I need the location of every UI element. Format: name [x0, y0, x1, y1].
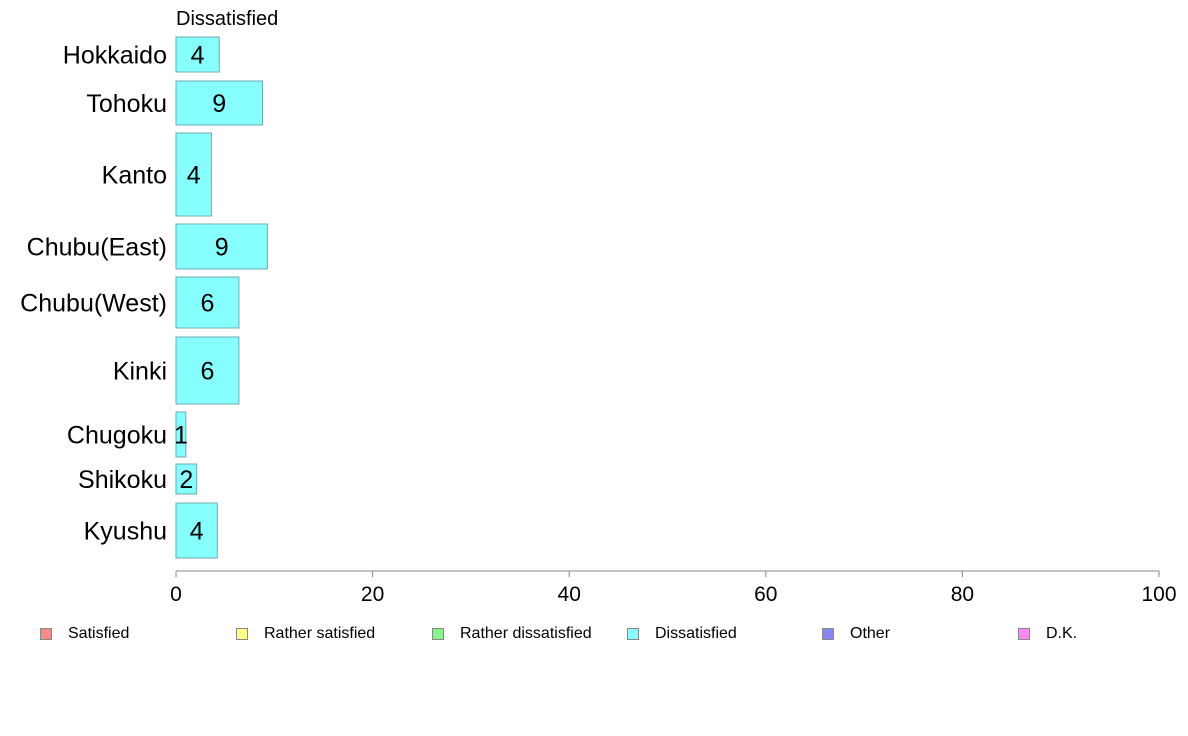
- legend-swatch: [236, 628, 248, 640]
- legend-swatch: [627, 628, 639, 640]
- category-label: Chubu(West): [20, 290, 167, 318]
- data-label: 6: [201, 290, 215, 318]
- data-label: 1: [174, 422, 188, 450]
- bars-layer: 4 Hokkaido 9 Tohoku 4 Kanto 9 Chubu(East) 6 Chubu…: [20, 36, 268, 559]
- category-label: Kinki: [113, 358, 167, 386]
- category-label: Kanto: [102, 162, 167, 190]
- category-label: Hokkaido: [63, 42, 167, 70]
- legend-swatch: [40, 628, 52, 640]
- bar-chubu-east: [175, 223, 268, 270]
- bar-chubu-west: [175, 276, 240, 329]
- category-label: Tohoku: [86, 90, 167, 118]
- legend-label: Rather dissatisfied: [460, 625, 592, 642]
- legend-label: Rather satisfied: [264, 625, 376, 642]
- data-label: 4: [191, 42, 205, 70]
- legend-label: Satisfied: [68, 625, 130, 642]
- bar-kinki: [175, 336, 240, 405]
- data-label: 2: [179, 466, 193, 494]
- legend-item: Dissatisfied: [627, 622, 737, 646]
- legend-item: Rather satisfied: [236, 622, 375, 646]
- data-label: 9: [215, 234, 229, 262]
- legend-swatch: [1018, 628, 1030, 640]
- bar-hokkaido: [175, 36, 220, 73]
- category-label: Shikoku: [78, 466, 167, 494]
- data-label: 4: [187, 162, 201, 190]
- data-label: 9: [212, 90, 226, 118]
- legend-item: Satisfied: [40, 622, 129, 646]
- category-label: Chugoku: [67, 422, 167, 450]
- x-tick-label: 80: [951, 583, 974, 606]
- bar-shikoku: [175, 463, 198, 495]
- bar-chugoku: [175, 411, 187, 458]
- legend-swatch: [432, 628, 444, 640]
- legend: Satisfied Rather satisfied Rather dissatis…: [0, 622, 1188, 646]
- legend-swatch: [822, 628, 834, 640]
- legend-label: D.K.: [1046, 625, 1078, 642]
- category-label: Kyushu: [84, 518, 167, 546]
- legend-label: Other: [850, 625, 891, 642]
- legend-item: Other: [822, 622, 890, 646]
- x-tick-label: 60: [754, 583, 777, 606]
- bar-kanto: [175, 132, 212, 217]
- bar-chart: Dissatisfied 4 Hokkaido 9 Tohoku 4 Kanto 9 Chub…: [20, 8, 1177, 606]
- bar-kyushu: [175, 502, 218, 559]
- bar-tohoku: [175, 80, 264, 126]
- legend-label: Dissatisfied: [655, 625, 737, 642]
- x-tick-label: 20: [361, 583, 384, 606]
- x-tick-label: 100: [1141, 583, 1176, 606]
- data-label: 4: [190, 518, 204, 546]
- data-label: 6: [201, 358, 215, 386]
- x-tick-label: 0: [170, 583, 182, 606]
- category-label: Chubu(East): [27, 234, 167, 262]
- x-axis: 0 20 40 60 80 100: [170, 570, 1177, 606]
- chart-title: Dissatisfied: [176, 8, 278, 30]
- legend-item: D.K.: [1018, 622, 1077, 646]
- legend-item: Rather dissatisfied: [432, 622, 592, 646]
- x-tick-label: 40: [558, 583, 581, 606]
